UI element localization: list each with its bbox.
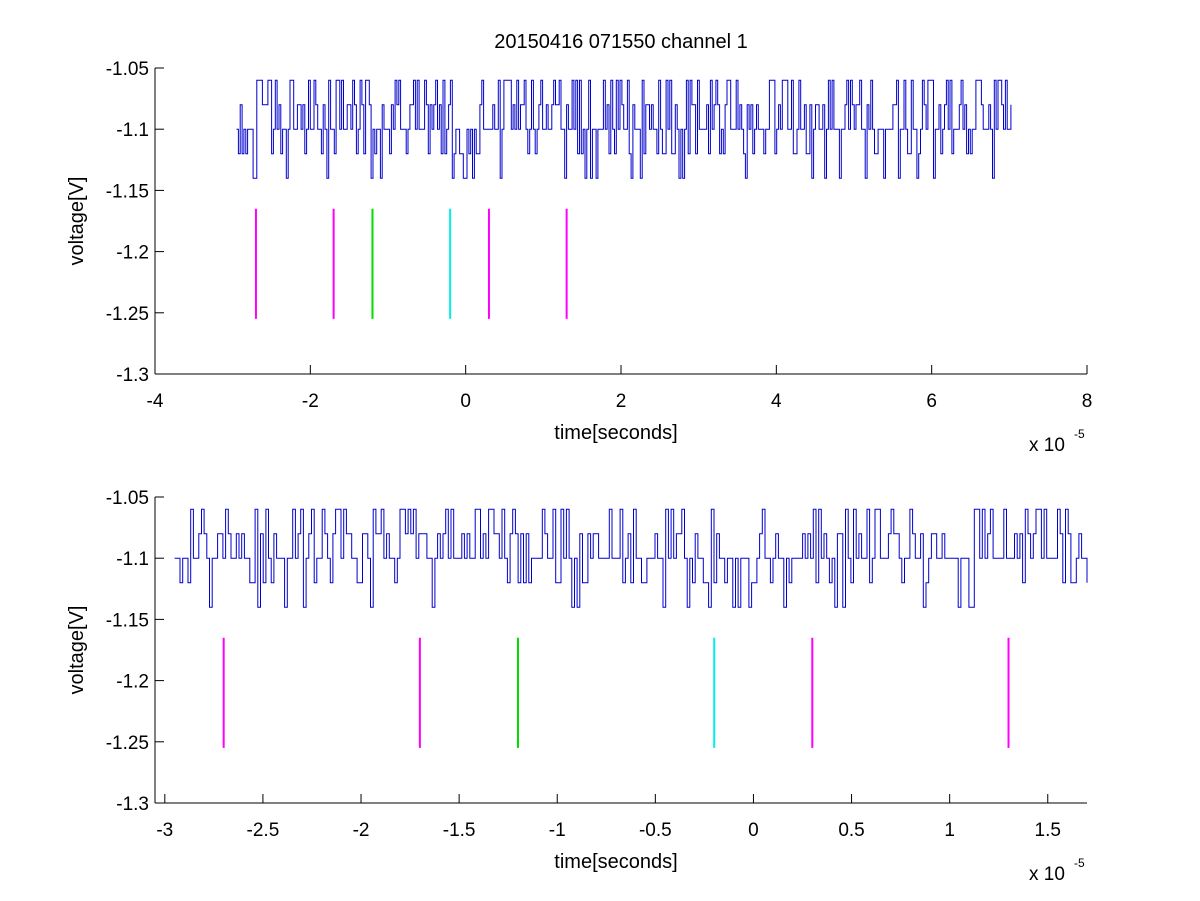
x-multiplier-exponent: -5 xyxy=(1074,856,1085,870)
x-tick-label: -1 xyxy=(549,820,566,841)
axes-1: -1.3 -1.25 -1.2 -1.15 -1.1 -1.05 -4 -2 0 2 4 6 8 time… xyxy=(66,31,1092,456)
x-tick-label: -4 xyxy=(147,391,164,412)
y-tick-label: -1.2 xyxy=(116,672,149,693)
x-tick-label: 4 xyxy=(771,391,782,412)
chart-title: 20150416 071550 channel 1 xyxy=(494,31,748,53)
x-multiplier-label: x 10 xyxy=(1029,435,1065,456)
x-tick-label: 0 xyxy=(460,391,471,412)
x-tick-label: 2 xyxy=(616,391,627,412)
y-tick-label: -1.15 xyxy=(106,181,149,202)
y-tick-label: -1.25 xyxy=(106,304,149,325)
x-axis-label: time[seconds] xyxy=(554,422,677,444)
x-tick-label: -2 xyxy=(302,391,319,412)
y-tick-label: -1.05 xyxy=(106,488,149,509)
voltage-trace xyxy=(174,508,1088,608)
x-tick-label: -0.5 xyxy=(639,820,672,841)
x-tick-label: 8 xyxy=(1082,391,1093,412)
voltage-trace xyxy=(236,79,1012,179)
x-axis-label: time[seconds] xyxy=(554,851,677,873)
x-multiplier-label: x 10 xyxy=(1029,864,1065,885)
x-tick-label: 1 xyxy=(944,820,955,841)
y-axis-label: voltage[V] xyxy=(66,606,88,695)
x-tick-label: -3 xyxy=(156,820,173,841)
x-tick-label: 0.5 xyxy=(838,820,864,841)
y-tick-label: -1.1 xyxy=(116,120,149,141)
y-tick-label: -1.15 xyxy=(106,610,149,631)
x-tick-label: 1.5 xyxy=(1035,820,1061,841)
x-tick-label: -1.5 xyxy=(443,820,476,841)
y-tick-label: -1.05 xyxy=(106,59,149,80)
x-tick-label: 6 xyxy=(926,391,937,412)
x-tick-label: 0 xyxy=(748,820,759,841)
y-axis-label: voltage[V] xyxy=(66,177,88,266)
x-tick-label: -2.5 xyxy=(247,820,280,841)
y-tick-label: -1.3 xyxy=(116,794,149,815)
y-tick-label: -1.25 xyxy=(106,733,149,754)
y-tick-label: -1.1 xyxy=(116,549,149,570)
x-tick-label: -2 xyxy=(353,820,370,841)
y-tick-label: -1.3 xyxy=(116,365,149,386)
y-tick-label: -1.2 xyxy=(116,243,149,264)
x-multiplier-exponent: -5 xyxy=(1074,427,1085,441)
axes-2: -1.3 -1.25 -1.2 -1.15 -1.1 -1.05 -3 -2.5 -2 -1.5 -… xyxy=(66,488,1088,885)
